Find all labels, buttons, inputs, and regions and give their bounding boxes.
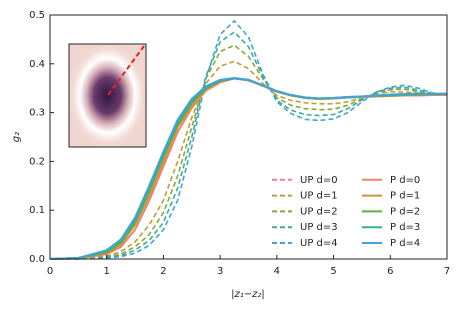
series-line [49,76,447,260]
x-tick-label: 4 [274,266,280,277]
y-tick-label: 0.2 [29,156,45,167]
y-tick-label: 0.4 [29,59,45,70]
y-tick-label: 0.3 [29,108,45,119]
inset-line [107,45,145,96]
x-tick-label: 5 [330,266,336,277]
legend-label: UP d=3 [300,222,338,233]
legend-label: UP d=0 [300,175,338,186]
legend-label: UP d=1 [300,191,338,202]
y-tick-label: 0.0 [29,254,45,265]
legend-label: UP d=2 [300,206,338,217]
inset-frame [68,43,147,148]
series-line [50,19,448,260]
legend-label: P d=3 [390,222,420,233]
x-tick-label: 6 [387,266,393,277]
series-line [50,31,448,260]
legend-label: P d=4 [390,238,420,249]
y-axis-label: g₂ [11,132,22,142]
legend-label: UP d=4 [300,238,338,249]
x-axis-label: |z₁−z₂| [231,289,265,300]
legend-label: P d=2 [390,206,420,217]
series-line [50,44,448,260]
x-tick-label: 1 [104,266,110,277]
axes-frame [49,14,448,260]
y-tick-label: 0.5 [29,10,45,21]
legend-label: P d=1 [390,191,420,202]
plot-area [49,19,448,260]
y-tick-label: 0.1 [29,205,45,216]
series-line [50,60,448,260]
x-tick-label: 3 [217,266,223,277]
x-tick-label: 2 [160,266,166,277]
x-tick-label: 0 [47,266,53,277]
x-tick-label: 7 [444,266,450,277]
legend-label: P d=0 [390,175,420,186]
inset [68,43,147,148]
